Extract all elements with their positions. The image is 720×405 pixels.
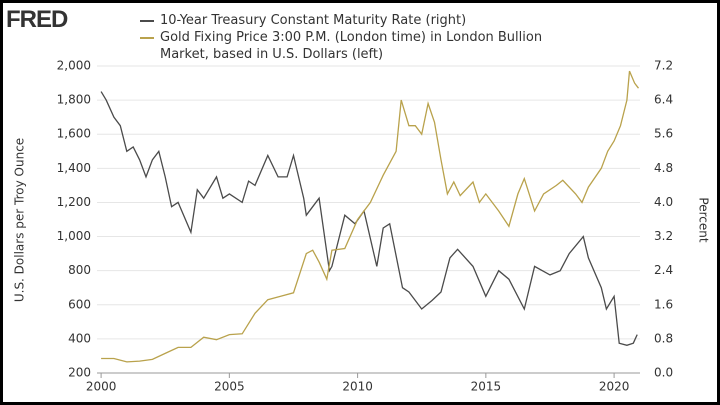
x-tick-label: 2015: [471, 380, 502, 394]
x-tick-label: 2020: [599, 380, 630, 394]
y-tick-label: 400: [68, 331, 91, 345]
y-tick-label: 2,000: [57, 59, 91, 73]
y2-tick-label: 2.4: [654, 263, 673, 277]
y2-tick-label: 1.6: [654, 297, 673, 311]
y-tick-label: 1,800: [57, 93, 91, 107]
legend-label: 10-Year Treasury Constant Maturity Rate …: [160, 13, 467, 28]
y-tick-label: 600: [68, 297, 91, 311]
legend-item: Gold Fixing Price 3:00 P.M. (London time…: [140, 29, 560, 63]
y-tick-label: 800: [68, 263, 91, 277]
y2-tick-label: 5.6: [654, 127, 673, 141]
x-tick-label: 2005: [214, 380, 245, 394]
y2-axis-label: Percent: [697, 197, 711, 242]
x-tick-label: 2010: [342, 380, 373, 394]
series-line: [101, 70, 640, 363]
series-line: [100, 91, 638, 346]
y-axis-label: U.S. Dollars per Troy Ounce: [13, 138, 27, 302]
legend: 10-Year Treasury Constant Maturity Rate …: [140, 12, 560, 63]
y2-tick-label: 3.2: [654, 229, 673, 243]
legend-label: Gold Fixing Price 3:00 P.M. (London time…: [160, 30, 543, 62]
y-tick-label: 200: [68, 366, 91, 380]
y2-tick-label: 0.0: [654, 366, 673, 380]
y2-tick-label: 6.4: [654, 93, 673, 107]
y-tick-label: 1,000: [57, 229, 91, 243]
legend-item: 10-Year Treasury Constant Maturity Rate …: [140, 12, 560, 29]
y2-tick-label: 0.8: [654, 331, 673, 345]
legend-swatch: [140, 20, 154, 22]
y-tick-label: 1,600: [57, 127, 91, 141]
x-tick-label: 2000: [86, 380, 117, 394]
logo: FRED: [6, 6, 68, 33]
y2-tick-label: 4.8: [654, 161, 673, 175]
y2-tick-label: 7.2: [654, 59, 673, 73]
y-tick-label: 1,400: [57, 161, 91, 175]
y-tick-label: 1,200: [57, 195, 91, 209]
legend-swatch: [140, 37, 154, 39]
y2-tick-label: 4.0: [654, 195, 673, 209]
